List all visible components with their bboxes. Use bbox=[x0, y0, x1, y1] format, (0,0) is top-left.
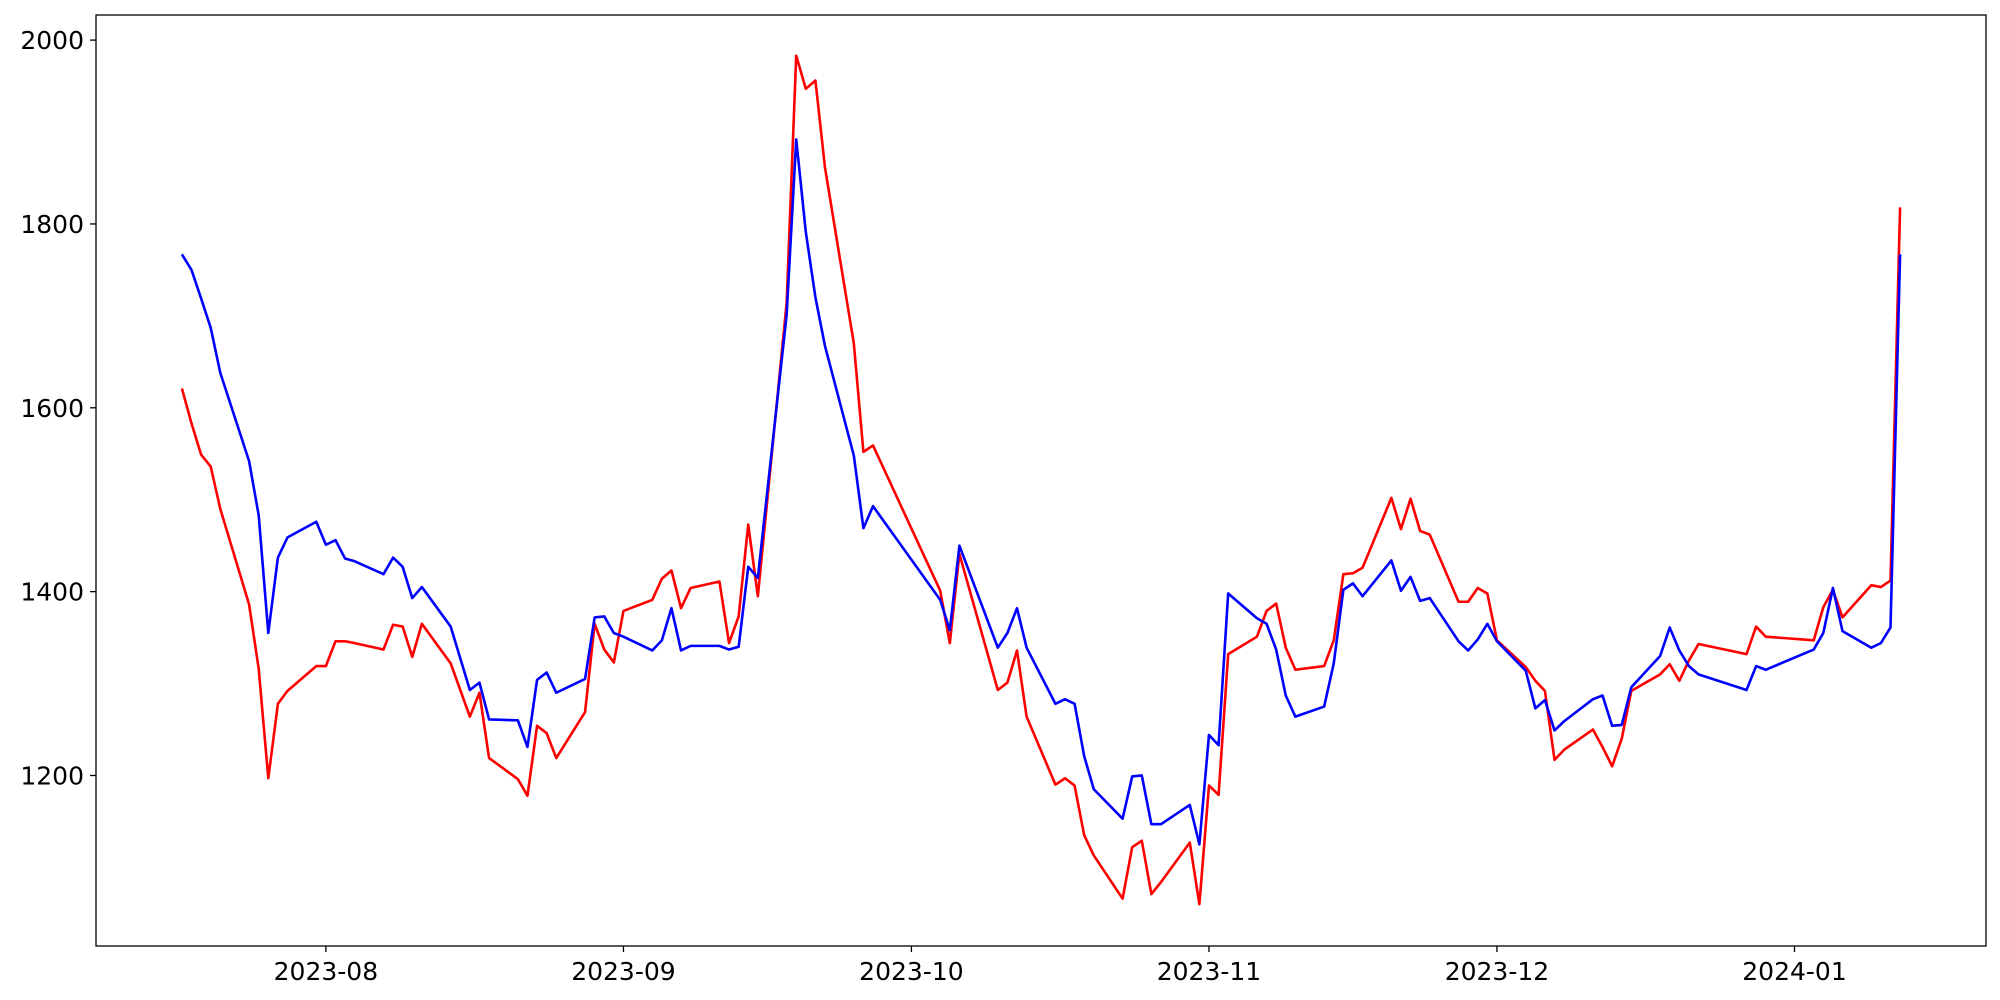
x-tick-label: 2023-11 bbox=[1157, 957, 1261, 986]
plot-frame bbox=[95, 14, 1987, 947]
x-tick-label: 2023-12 bbox=[1445, 957, 1549, 986]
y-tick-label: 2000 bbox=[20, 26, 84, 55]
series-line bbox=[180, 138, 1902, 846]
x-tick-label: 2023-10 bbox=[859, 957, 963, 986]
y-tick-label: 1800 bbox=[20, 210, 84, 239]
y-tick-label: 1200 bbox=[20, 761, 84, 790]
x-tick-label: 2023-09 bbox=[571, 957, 675, 986]
x-tick-label: 2024-01 bbox=[1742, 957, 1846, 986]
y-tick-label: 1600 bbox=[20, 394, 84, 423]
series-line bbox=[180, 54, 1902, 906]
x-tick-label: 2023-08 bbox=[274, 957, 378, 986]
y-tick-label: 1400 bbox=[20, 578, 84, 607]
